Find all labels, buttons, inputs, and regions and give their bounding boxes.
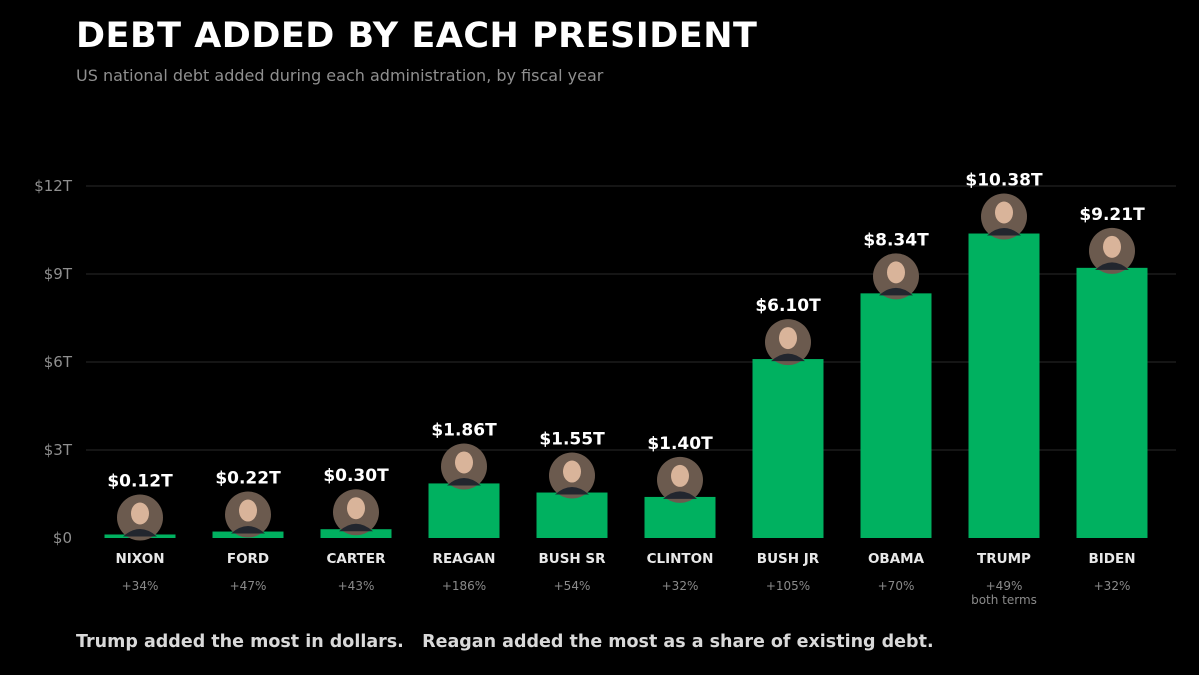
bar-value-label: $0.22T [215, 469, 281, 489]
bar [860, 293, 932, 538]
x-tick-label: CLINTON [647, 551, 714, 567]
bar-value-label: $1.55T [539, 430, 605, 450]
bar [968, 233, 1040, 538]
chart-footnote: Trump added the most in dollars. Reagan … [76, 632, 934, 652]
x-tick-label: FORD [227, 551, 269, 567]
percent-change-label: +54% [554, 579, 591, 593]
portrait-icon [657, 456, 703, 503]
portrait-icon [441, 443, 487, 490]
y-tick-label: $0 [53, 529, 72, 547]
percent-change-label: +186% [442, 579, 486, 593]
percent-change-label: +32% [662, 579, 699, 593]
y-tick-label: $3T [44, 441, 73, 459]
y-tick-label: $9T [44, 265, 73, 283]
portrait-icon [225, 491, 271, 538]
chart-title: DEBT ADDED BY EACH PRESIDENT [76, 16, 758, 56]
percent-change-label: +32% [1094, 579, 1131, 593]
bar [536, 492, 608, 538]
portrait-icon [1089, 227, 1135, 274]
portrait-icon [765, 319, 811, 366]
x-tick-label: TRUMP [977, 551, 1031, 567]
percent-note-label: both terms [971, 593, 1037, 607]
portrait-icon [873, 253, 919, 300]
x-tick-label: BUSH JR [757, 551, 820, 567]
x-tick-label: REAGAN [433, 551, 496, 567]
portrait-icon [117, 494, 163, 541]
bar-value-label: $10.38T [965, 171, 1043, 191]
y-tick-label: $6T [44, 353, 73, 371]
bar [428, 483, 500, 538]
x-tick-label: OBAMA [868, 551, 925, 567]
bar [1076, 267, 1148, 538]
bar [644, 496, 716, 538]
bar-value-label: $6.10T [755, 296, 821, 316]
percent-change-label: +47% [230, 579, 267, 593]
x-tick-label: NIXON [115, 551, 164, 567]
y-tick-label: $12T [34, 177, 73, 195]
bar-value-label: $0.12T [107, 471, 173, 491]
percent-change-label: +43% [338, 579, 375, 593]
x-tick-label: CARTER [327, 551, 387, 567]
bar-value-label: $1.86T [431, 420, 497, 440]
x-tick-label: BUSH SR [538, 551, 606, 567]
percent-change-label: +105% [766, 579, 810, 593]
x-tick-label: BIDEN [1088, 551, 1135, 567]
percent-change-label: +70% [878, 579, 915, 593]
bar-value-label: $8.34T [863, 230, 929, 250]
bar-value-label: $1.40T [647, 434, 713, 454]
percent-change-label: +34% [122, 579, 159, 593]
bar [752, 359, 824, 538]
percent-change-label: +49% [986, 579, 1023, 593]
chart-subtitle: US national debt added during each admin… [76, 66, 604, 85]
bar-value-label: $0.30T [323, 466, 389, 486]
portrait-icon [549, 452, 595, 499]
portrait-icon [981, 193, 1027, 240]
portrait-icon [333, 489, 379, 536]
bar-value-label: $9.21T [1079, 205, 1145, 225]
